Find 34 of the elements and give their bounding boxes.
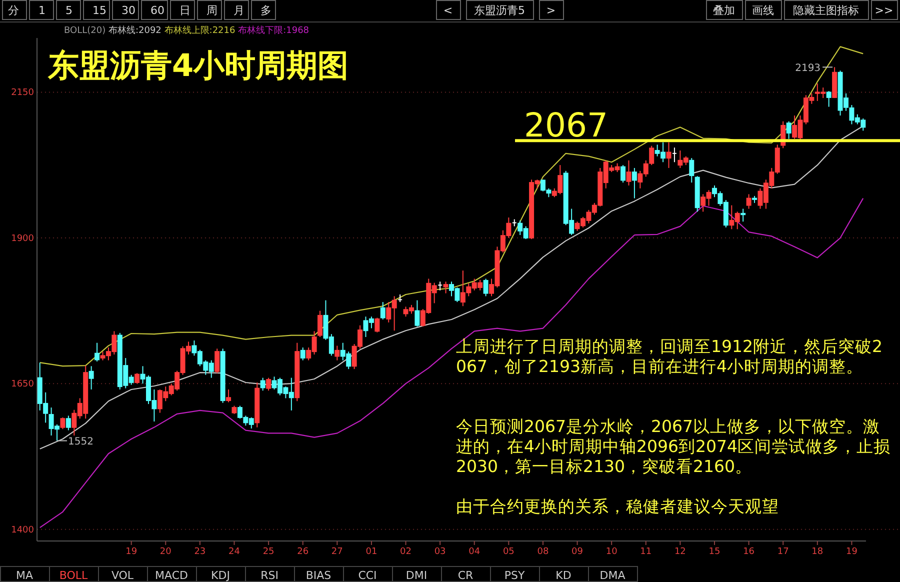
x-tick-label: 25	[262, 547, 274, 557]
x-tick-label: 03	[434, 547, 446, 557]
annotation: 1552	[68, 436, 94, 448]
annotation: 2193	[795, 63, 821, 74]
x-tick-label: 16	[743, 547, 755, 557]
x-tick-label: 19	[846, 547, 858, 557]
x-tick-label: 17	[777, 547, 789, 557]
y-tick-label: 1650	[11, 380, 34, 390]
x-tick-label: 12	[674, 547, 686, 557]
x-tick-label: 19	[126, 547, 138, 557]
x-tick-label: 08	[537, 547, 549, 557]
x-tick-label: 26	[297, 547, 309, 557]
legend: BOLL(20) 布林线:2092 布林线上限:2216 布林线下限:1968	[64, 26, 310, 36]
period-buttons-label: 分 1 5 15 30 60 日 周 月 多	[8, 4, 272, 17]
x-tick-label: 04	[468, 547, 480, 557]
x-tick-label: 23	[194, 547, 206, 557]
y-tick-label: 1900	[11, 234, 34, 244]
x-tick-label: 18	[812, 547, 824, 557]
x-tick-label: 02	[400, 547, 412, 557]
x-tick-label: 10	[606, 547, 618, 557]
x-tick-label: 15	[708, 547, 720, 557]
y-tick-label: 2150	[11, 88, 34, 98]
x-tick-label: 24	[228, 547, 240, 557]
y-tick-label: 1400	[11, 525, 34, 536]
title: 东盟沥青4小时周期图	[48, 48, 349, 84]
ref-line-label: 2067	[524, 106, 608, 145]
note-low: 1552	[56, 436, 94, 448]
x-tick-label: 01	[366, 547, 378, 557]
x-tick-label: 11	[640, 547, 652, 557]
x-tick-label: 20	[160, 547, 172, 557]
x-tick-label: 09	[572, 547, 583, 557]
x-tick-label: 27	[331, 547, 343, 557]
x-tick-label: 05	[502, 547, 514, 557]
note-high: 2193	[795, 63, 834, 74]
